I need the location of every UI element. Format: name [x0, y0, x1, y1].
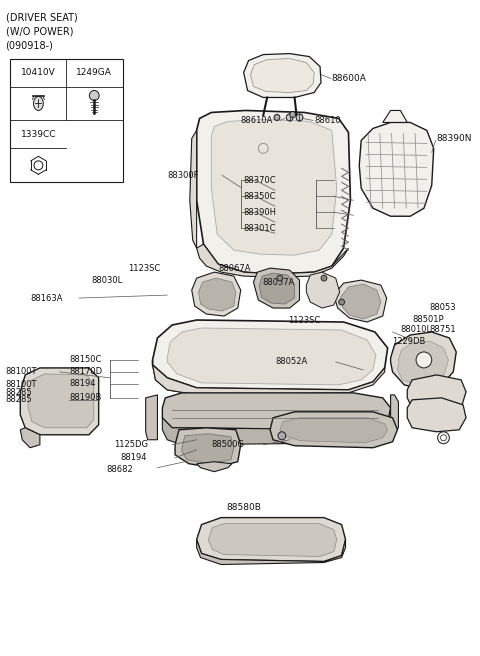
Polygon shape: [391, 395, 398, 432]
Text: 88580B: 88580B: [226, 503, 261, 512]
Text: (DRIVER SEAT): (DRIVER SEAT): [6, 12, 77, 23]
Polygon shape: [197, 110, 350, 274]
Polygon shape: [407, 398, 466, 432]
Polygon shape: [153, 365, 385, 395]
Bar: [11, 58, 123, 182]
Polygon shape: [199, 278, 236, 311]
Polygon shape: [334, 280, 387, 322]
Text: 88190B: 88190B: [69, 394, 102, 402]
Text: 88194: 88194: [69, 379, 96, 388]
Circle shape: [441, 435, 446, 441]
Ellipse shape: [34, 96, 43, 110]
Polygon shape: [391, 332, 456, 390]
Polygon shape: [397, 341, 448, 385]
Polygon shape: [253, 268, 300, 308]
Text: 88100T: 88100T: [6, 367, 37, 377]
Circle shape: [339, 299, 345, 305]
Polygon shape: [162, 393, 391, 430]
Text: 88010L: 88010L: [400, 325, 432, 335]
Circle shape: [277, 275, 283, 281]
Text: 88610: 88610: [314, 116, 341, 125]
Polygon shape: [407, 375, 466, 412]
Polygon shape: [175, 428, 240, 468]
Circle shape: [34, 161, 43, 170]
Polygon shape: [208, 523, 336, 556]
Text: 88150C: 88150C: [69, 356, 102, 365]
Polygon shape: [197, 462, 232, 472]
Polygon shape: [306, 272, 340, 308]
Text: 88370C: 88370C: [244, 176, 276, 185]
Polygon shape: [192, 272, 240, 316]
Polygon shape: [162, 418, 391, 445]
Text: 1339CC: 1339CC: [21, 130, 56, 139]
Text: 88500G: 88500G: [211, 440, 244, 449]
Text: 88100T: 88100T: [6, 380, 37, 390]
Circle shape: [278, 432, 286, 440]
Polygon shape: [197, 539, 346, 565]
Text: 1229DB: 1229DB: [393, 337, 426, 346]
Text: 88390N: 88390N: [437, 134, 472, 143]
Circle shape: [89, 91, 99, 100]
Text: 88030L: 88030L: [92, 276, 123, 285]
Text: 1249GA: 1249GA: [76, 68, 112, 77]
Text: 88067A: 88067A: [218, 264, 251, 273]
Text: 88751: 88751: [430, 325, 456, 335]
Text: 88350C: 88350C: [244, 192, 276, 201]
Polygon shape: [167, 328, 376, 385]
Polygon shape: [197, 244, 348, 277]
Polygon shape: [244, 54, 321, 98]
Polygon shape: [153, 320, 388, 390]
Polygon shape: [280, 418, 388, 443]
Polygon shape: [20, 368, 99, 435]
Text: 88163A: 88163A: [30, 294, 62, 302]
Circle shape: [321, 275, 327, 281]
Polygon shape: [182, 434, 234, 464]
Text: 1123SC: 1123SC: [288, 316, 320, 325]
Circle shape: [296, 114, 303, 121]
Polygon shape: [211, 119, 336, 255]
Text: 88053: 88053: [430, 302, 456, 312]
Circle shape: [438, 432, 449, 443]
Text: 88170D: 88170D: [69, 367, 102, 377]
Polygon shape: [383, 110, 407, 123]
Polygon shape: [20, 428, 40, 448]
Text: (090918-): (090918-): [6, 41, 53, 51]
Circle shape: [416, 352, 432, 368]
Text: 88057A: 88057A: [262, 277, 295, 287]
Text: 88301C: 88301C: [244, 224, 276, 233]
Text: 88600A: 88600A: [332, 74, 367, 83]
Text: 88052A: 88052A: [275, 358, 307, 367]
Circle shape: [286, 114, 293, 121]
Text: 88285: 88285: [6, 388, 32, 398]
Text: 88285: 88285: [6, 396, 32, 404]
Text: 10410V: 10410V: [21, 68, 56, 77]
Text: 88194: 88194: [120, 453, 147, 462]
Polygon shape: [28, 374, 94, 428]
Circle shape: [274, 114, 280, 121]
Text: 88610A: 88610A: [240, 116, 273, 125]
Polygon shape: [341, 284, 381, 319]
Polygon shape: [359, 123, 434, 216]
Polygon shape: [270, 412, 397, 448]
Text: 88501P: 88501P: [412, 314, 444, 323]
Polygon shape: [251, 58, 314, 92]
Text: 88390H: 88390H: [244, 208, 276, 216]
Text: 88300F: 88300F: [167, 171, 199, 180]
Circle shape: [290, 112, 296, 117]
Text: (W/O POWER): (W/O POWER): [6, 27, 73, 37]
Text: 1125DG: 1125DG: [114, 440, 148, 449]
Polygon shape: [190, 131, 197, 248]
Polygon shape: [259, 273, 295, 304]
Polygon shape: [153, 360, 197, 395]
Polygon shape: [146, 395, 157, 440]
Text: 1123SC: 1123SC: [128, 264, 160, 273]
Polygon shape: [197, 518, 346, 562]
Text: 88682: 88682: [107, 465, 133, 474]
